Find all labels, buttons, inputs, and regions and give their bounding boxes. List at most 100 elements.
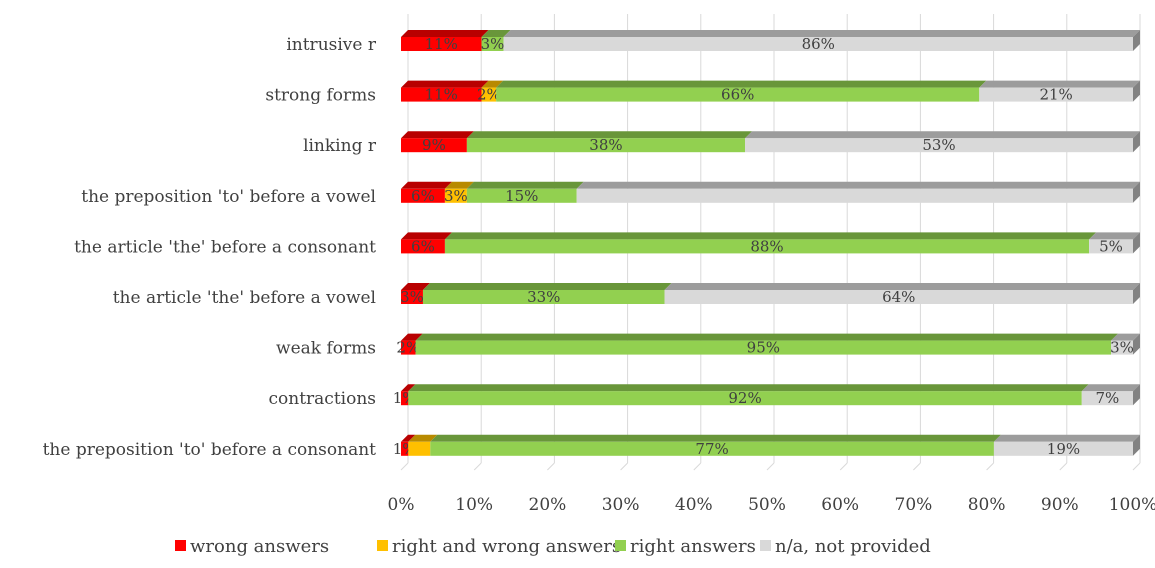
x-tick-label: 60%	[821, 495, 859, 515]
legend-label: n/a, not provided	[775, 536, 931, 557]
gridline-floor	[986, 462, 994, 471]
x-tick-label: 0%	[388, 495, 415, 515]
x-tick-label: 70%	[895, 495, 933, 515]
bar-segment	[401, 384, 416, 406]
bar-top-face	[401, 232, 452, 240]
bar-top-face	[466, 181, 584, 189]
data-label: 19%	[1047, 440, 1080, 458]
data-label: 3%	[444, 187, 468, 205]
bar-top-face	[745, 131, 1140, 139]
x-tick-label: 30%	[602, 495, 640, 515]
bar-top-face	[466, 131, 753, 139]
gridline-floor	[766, 462, 775, 471]
bar-top-face	[1081, 384, 1140, 392]
bar-top-face	[444, 181, 474, 189]
bar-segment	[444, 181, 474, 203]
legend-swatch	[760, 540, 771, 551]
bar-top-face	[415, 333, 1119, 341]
gridline-floor	[1132, 462, 1141, 471]
data-label: 92%	[728, 389, 761, 407]
data-label: 38%	[589, 136, 622, 154]
legend-item: right answers	[615, 536, 756, 557]
data-label: 77%	[695, 440, 728, 458]
data-label: 66%	[721, 86, 754, 104]
bar-side-face	[1133, 232, 1140, 254]
data-label: 21%	[1039, 86, 1072, 104]
bar-top-face	[481, 80, 504, 88]
bar-top-face	[401, 434, 416, 442]
bar-front-face	[576, 188, 1133, 203]
legend-item: wrong answers	[175, 536, 329, 557]
bar-top-face	[401, 131, 474, 139]
legend-label: right answers	[630, 536, 756, 557]
data-label: 7%	[1095, 389, 1119, 407]
bar-top-face	[430, 434, 1001, 442]
bar-front-face	[401, 138, 467, 153]
category-label: strong forms	[265, 86, 376, 106]
bar-front-face	[401, 391, 409, 406]
bar-segment	[401, 283, 430, 304]
category-label: intrusive r	[286, 35, 377, 55]
x-tick-label: 20%	[529, 495, 567, 515]
data-label: 53%	[922, 136, 955, 154]
category-label: weak forms	[276, 339, 376, 359]
bar-segment	[503, 30, 1141, 51]
bar-front-face	[664, 290, 1133, 304]
data-label: 2%	[396, 339, 420, 357]
bar-segment	[1089, 232, 1140, 254]
data-label: 9%	[422, 136, 446, 154]
x-tick-label: 90%	[1041, 495, 1079, 515]
bar-segment	[401, 30, 489, 51]
bar-segment	[422, 283, 672, 304]
bar-top-face	[408, 434, 438, 442]
legend-swatch	[615, 540, 626, 551]
bar-top-face	[444, 232, 1097, 240]
bar-segment	[481, 80, 504, 102]
bar-segment	[466, 131, 753, 153]
bar-side-face	[1133, 283, 1140, 304]
bar-front-face	[401, 290, 423, 304]
bar-segment	[496, 80, 987, 102]
bar-segment	[481, 30, 511, 51]
data-label: 6%	[411, 187, 435, 205]
bar-segment	[466, 181, 584, 203]
legend-swatch	[377, 540, 388, 551]
bar-front-face	[745, 138, 1133, 153]
bar-top-face	[422, 283, 672, 290]
bar-front-face	[444, 188, 467, 203]
legend-item: n/a, not provided	[760, 536, 931, 557]
legend-label: wrong answers	[190, 536, 329, 557]
category-label: the preposition 'to' before a consonant	[43, 440, 377, 460]
bar-segment	[415, 333, 1119, 355]
bar-segment	[401, 434, 416, 456]
bar-top-face	[401, 384, 416, 392]
bar-side-face	[1133, 80, 1140, 102]
gridline-floor	[547, 462, 555, 471]
x-tick-label: 100%	[1109, 495, 1155, 515]
bar-segment	[444, 232, 1097, 254]
gridline-floor	[913, 462, 921, 471]
gridline-floor	[1059, 462, 1068, 471]
bar-front-face	[415, 340, 1112, 355]
category-label: linking r	[303, 136, 377, 156]
bar-front-face	[401, 340, 416, 355]
gridline-floor	[693, 462, 702, 471]
bar-top-face	[401, 181, 452, 189]
data-label: 3%	[1110, 339, 1134, 357]
bar-front-face	[401, 441, 409, 456]
bar-front-face	[422, 290, 665, 304]
bar-side-face	[1133, 181, 1140, 203]
bar-side-face	[1133, 434, 1140, 456]
bar-front-face	[408, 391, 1082, 406]
bar-front-face	[993, 441, 1133, 456]
bar-segment	[576, 181, 1140, 203]
bar-front-face	[401, 87, 482, 102]
category-label: the preposition 'to' before a vowel	[81, 187, 376, 207]
category-label: the article 'the' before a vowel	[113, 288, 376, 308]
data-label: 5%	[1099, 237, 1123, 255]
legend-label: right and wrong answers	[392, 536, 621, 557]
x-tick-label: 10%	[455, 495, 493, 515]
data-label: 15%	[505, 187, 538, 205]
